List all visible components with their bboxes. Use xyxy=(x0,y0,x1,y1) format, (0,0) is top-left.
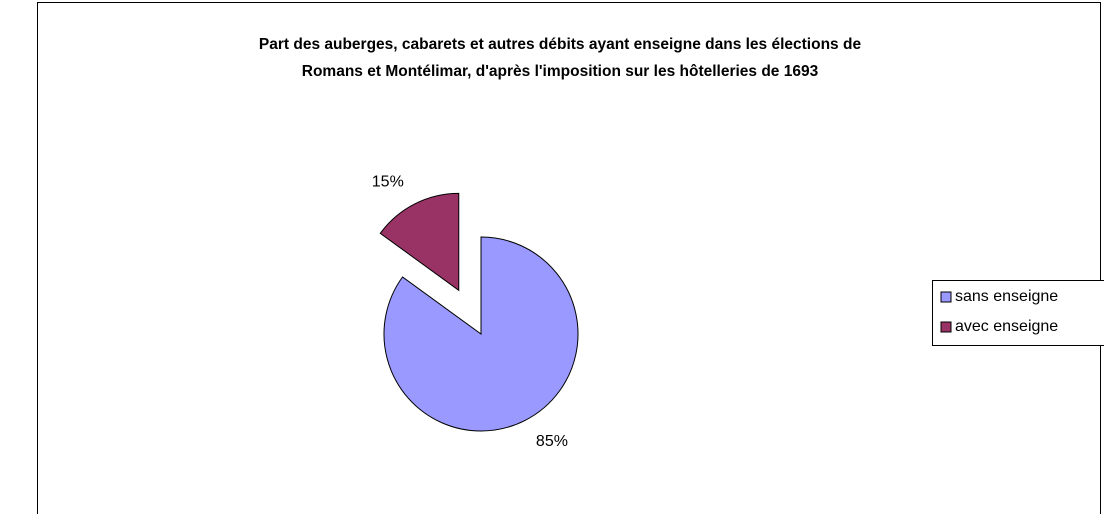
legend-label: sans enseigne xyxy=(955,288,1058,305)
legend-label: avec enseigne xyxy=(955,318,1058,335)
legend-swatch xyxy=(940,291,952,303)
chart-title: Part des auberges, cabarets et autres dé… xyxy=(259,36,862,53)
legend-box xyxy=(932,280,1104,346)
data-label: 85% xyxy=(536,433,568,450)
legend-swatch xyxy=(940,321,952,333)
pie-slice xyxy=(383,236,579,432)
chart-subtitle: Romans et Montélimar, d'après l'impositi… xyxy=(302,63,819,80)
chart-border xyxy=(37,2,1101,514)
data-label: 15% xyxy=(372,174,404,191)
pie-slice xyxy=(379,192,460,292)
